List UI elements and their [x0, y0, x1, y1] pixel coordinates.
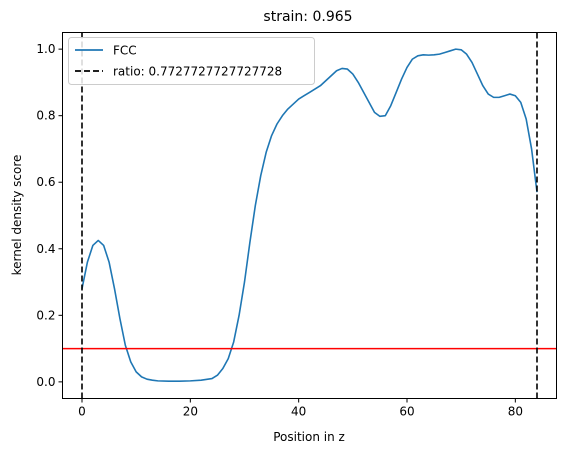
- series-line-fcc: [81, 48, 538, 383]
- axis-ticks: 0 20 40 60 80 0.0 0.2 0.4 0.6 0.8 1.0: [36, 42, 523, 418]
- legend-label-ratio: ratio: 0.7727727727727728: [113, 65, 282, 79]
- legend-box: [68, 37, 315, 85]
- x-tick-label: 40: [291, 405, 306, 419]
- y-tick-label: 0.8: [36, 109, 55, 123]
- y-tick-label: 0.4: [36, 242, 55, 256]
- legend-label-fcc: FCC: [113, 44, 137, 58]
- legend: FCC ratio: 0.7727727727727728: [68, 37, 315, 85]
- plot-area: [62, 32, 557, 399]
- y-tick-label: 1.0: [36, 42, 55, 56]
- x-tick-label: 0: [78, 405, 86, 419]
- x-axis-label: Position in z: [273, 430, 345, 444]
- y-tick-label: 0.2: [36, 308, 55, 322]
- plot-frame: [62, 32, 557, 399]
- x-tick-label: 80: [508, 405, 523, 419]
- x-tick-label: 20: [183, 405, 198, 419]
- chart-title: strain: 0.965: [263, 9, 352, 25]
- y-tick-label: 0.6: [36, 175, 55, 189]
- y-tick-label: 0.0: [36, 375, 55, 389]
- y-axis-label: kernel density score: [10, 155, 24, 276]
- x-tick-label: 60: [399, 405, 414, 419]
